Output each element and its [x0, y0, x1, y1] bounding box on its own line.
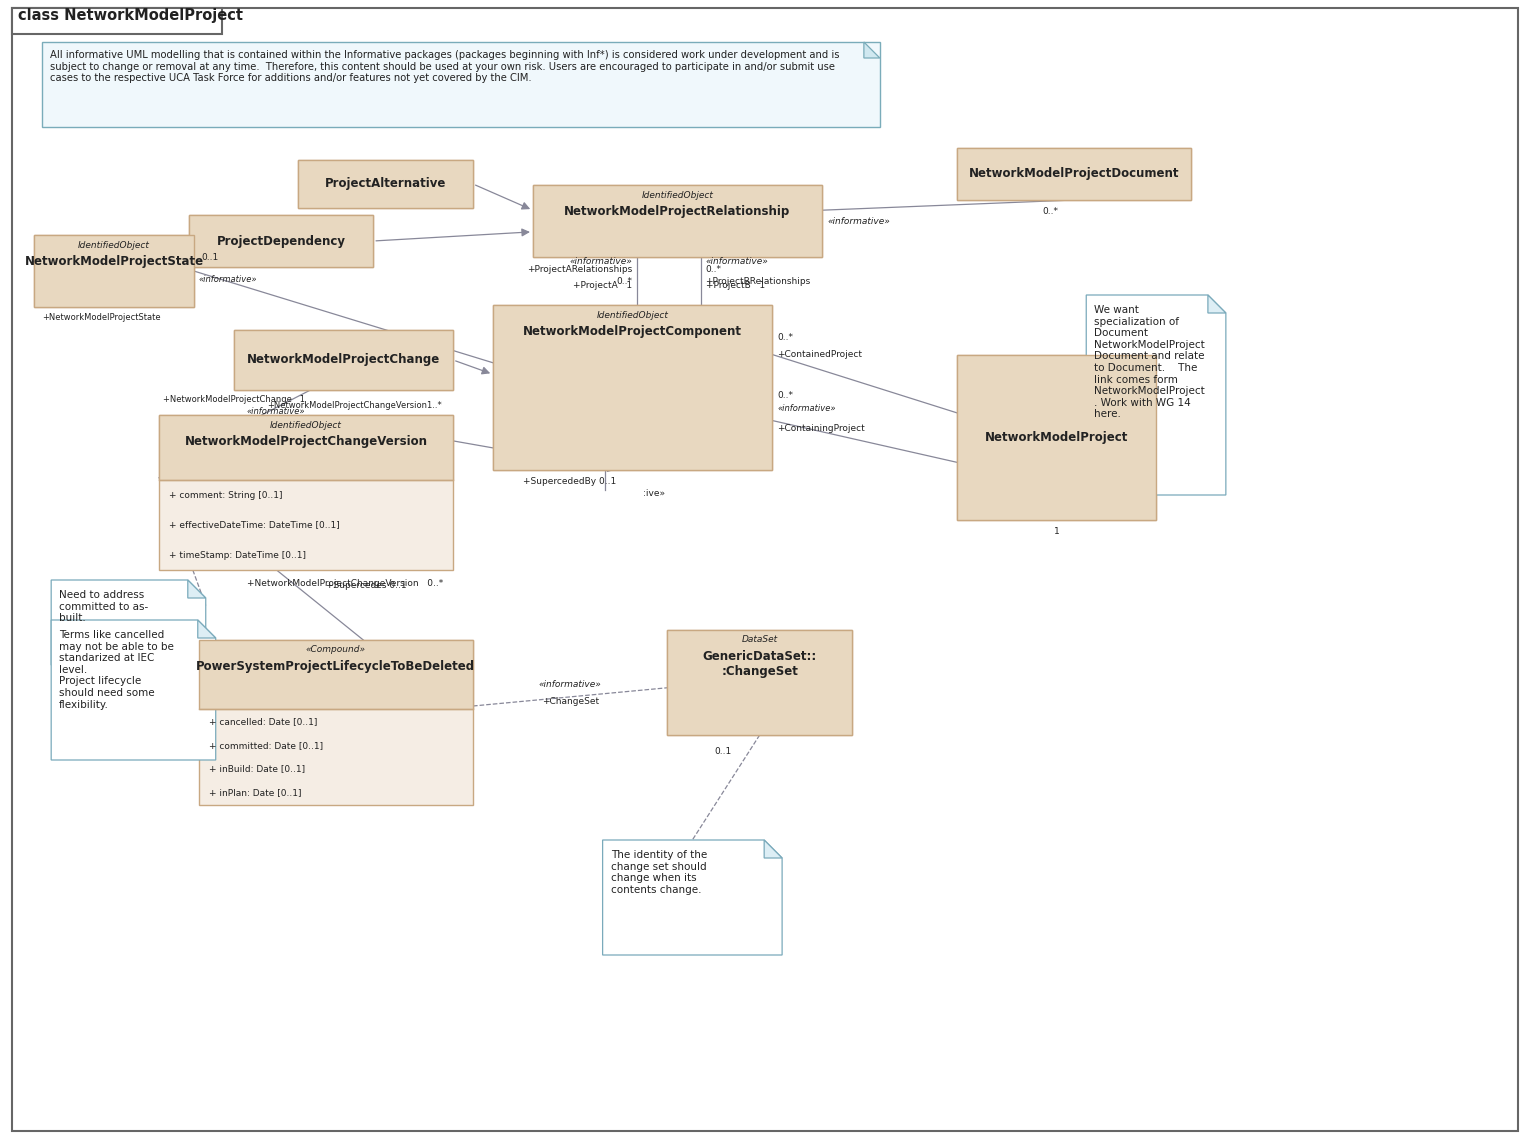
Polygon shape [1209, 295, 1225, 313]
Bar [198, 640, 473, 805]
Text: We want
specialization of
Document
NetworkModelProject
Document and relate
to Do: We want specialization of Document Netwo… [1094, 305, 1206, 419]
Text: + committed: Date [0..1]: + committed: Date [0..1] [209, 740, 324, 749]
Text: 0..*: 0..* [777, 392, 794, 400]
Text: Need to address
committed to as-
built.: Need to address committed to as- built. [60, 590, 148, 623]
Bar [493, 305, 772, 470]
Bar [12, 8, 221, 34]
Text: +NetworkModelProjectChangeVersion   0..*: +NetworkModelProjectChangeVersion 0..* [247, 580, 444, 589]
Bar [189, 215, 374, 267]
Text: + inBuild: Date [0..1]: + inBuild: Date [0..1] [209, 764, 305, 773]
Polygon shape [198, 620, 215, 638]
Text: +NetworkModelProjectChange   1: +NetworkModelProjectChange 1 [163, 395, 305, 404]
Bar [299, 159, 473, 208]
Text: NetworkModelProjectChange: NetworkModelProjectChange [247, 353, 439, 367]
Bar [34, 235, 194, 308]
Text: + effectiveDateTime: DateTime [0..1]: + effectiveDateTime: DateTime [0..1] [169, 521, 340, 530]
Text: «informative»: «informative» [247, 408, 305, 417]
Text: NetworkModelProjectChangeVersion: NetworkModelProjectChangeVersion [185, 435, 427, 448]
Text: ProjectDependency: ProjectDependency [217, 235, 345, 247]
Text: NetworkModelProjectRelationship: NetworkModelProjectRelationship [565, 205, 790, 218]
Text: 0..*: 0..* [777, 334, 794, 343]
Bar [198, 640, 473, 710]
Bar [533, 185, 823, 257]
Bar [957, 355, 1157, 521]
Text: +Supercedes 0..1: +Supercedes 0..1 [327, 581, 406, 590]
Text: 0..*: 0..* [705, 264, 722, 273]
Text: class NetworkModelProject: class NetworkModelProject [18, 8, 243, 23]
Text: +ProjectB   1: +ProjectB 1 [705, 281, 765, 290]
Bar [189, 215, 374, 267]
Text: + comment: String [0..1]: + comment: String [0..1] [169, 491, 282, 500]
Text: «informative»: «informative» [569, 256, 632, 265]
Polygon shape [765, 839, 783, 858]
Text: 0..1: 0..1 [714, 746, 731, 755]
Text: «Compound»: «Compound» [305, 645, 366, 654]
Text: :ive»: :ive» [642, 490, 665, 499]
Polygon shape [864, 42, 881, 58]
Text: 0..1: 0..1 [201, 253, 220, 262]
Text: «informative»: «informative» [827, 216, 890, 226]
Text: NetworkModelProjectComponent: NetworkModelProjectComponent [523, 325, 742, 338]
Polygon shape [603, 839, 783, 954]
Bar [233, 330, 453, 390]
Bar [299, 159, 473, 208]
Text: NetworkModelProjectState: NetworkModelProjectState [24, 255, 203, 268]
Text: Terms like cancelled
may not be able to be
standarized at IEC
level.
Project lif: Terms like cancelled may not be able to … [60, 630, 174, 710]
Bar [34, 235, 194, 308]
Text: «informative»: «informative» [705, 256, 768, 265]
Text: IdentifiedObject: IdentifiedObject [270, 421, 342, 431]
Text: + cancelled: Date [0..1]: + cancelled: Date [0..1] [209, 716, 317, 726]
Text: «informative»: «informative» [539, 680, 601, 689]
Text: DataSet: DataSet [742, 636, 778, 644]
Text: PowerSystemProjectLifecycleToBeDeleted: PowerSystemProjectLifecycleToBeDeleted [197, 659, 476, 673]
Bar [43, 42, 881, 128]
Text: +ChangeSet: +ChangeSet [542, 697, 598, 706]
Text: 1: 1 [1053, 527, 1059, 536]
Polygon shape [52, 580, 206, 665]
Bar [159, 415, 453, 570]
Text: +ProjectARelationships: +ProjectARelationships [526, 264, 632, 273]
Text: The identity of the
change set should
change when its
contents change.: The identity of the change set should ch… [610, 850, 707, 895]
Text: IdentifiedObject: IdentifiedObject [641, 191, 713, 200]
Text: «informative»: «informative» [198, 274, 258, 284]
Text: +ContainingProject: +ContainingProject [777, 424, 865, 433]
Bar [533, 185, 823, 257]
Text: All informative UML modelling that is contained within the Informative packages : All informative UML modelling that is co… [50, 50, 839, 83]
Bar [493, 305, 772, 470]
Text: GenericDataSet::
:ChangeSet: GenericDataSet:: :ChangeSet [702, 650, 816, 678]
Text: +ProjectA   1: +ProjectA 1 [572, 281, 632, 290]
Text: + inPlan: Date [0..1]: + inPlan: Date [0..1] [209, 788, 301, 797]
Bar [957, 148, 1190, 200]
Bar [667, 630, 852, 735]
Bar [233, 330, 453, 390]
Text: + timeStamp: DateTime [0..1]: + timeStamp: DateTime [0..1] [169, 550, 305, 559]
Text: IdentifiedObject: IdentifiedObject [597, 311, 668, 320]
Bar [667, 630, 852, 735]
Text: IdentifiedObject: IdentifiedObject [78, 241, 150, 249]
Text: «informative»: «informative» [777, 404, 836, 413]
Text: 0..*: 0..* [617, 277, 632, 286]
Text: +NetworkModelProjectChangeVersion1..*: +NetworkModelProjectChangeVersion1..* [267, 401, 441, 410]
Text: +SupercededBy 0..1: +SupercededBy 0..1 [523, 477, 617, 486]
Text: +ContainedProject: +ContainedProject [777, 350, 862, 359]
Polygon shape [188, 580, 206, 598]
Polygon shape [52, 620, 215, 760]
Polygon shape [1087, 295, 1225, 495]
Bar [957, 355, 1157, 521]
Bar [159, 415, 453, 481]
Text: +NetworkModelProjectState: +NetworkModelProjectState [43, 312, 160, 321]
Text: ProjectAlternative: ProjectAlternative [325, 178, 447, 190]
Text: 0..*: 0..* [1042, 207, 1059, 216]
Bar [957, 148, 1190, 200]
Text: NetworkModelProjectDocument: NetworkModelProjectDocument [969, 167, 1180, 180]
Text: +ProjectBRelationships: +ProjectBRelationships [705, 277, 810, 286]
Text: NetworkModelProject: NetworkModelProject [984, 431, 1128, 444]
